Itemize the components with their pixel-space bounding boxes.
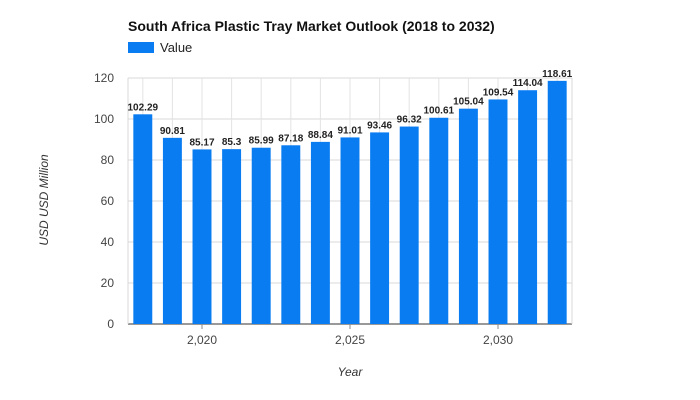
bar[interactable] (281, 145, 301, 324)
data-label: 90.81 (160, 126, 185, 137)
bar[interactable] (547, 80, 567, 324)
x-tick-label: 2,030 (483, 333, 513, 347)
data-label: 105.04 (453, 97, 484, 108)
data-label: 93.46 (367, 120, 392, 131)
bar[interactable] (133, 114, 153, 324)
data-label: 88.84 (308, 130, 333, 141)
y-axis: 0 20 40 60 80 100 120 (94, 71, 114, 331)
x-tick-label: 2,020 (187, 333, 217, 347)
data-label: 85.17 (189, 137, 214, 148)
bar[interactable] (488, 99, 508, 325)
bar[interactable] (458, 108, 478, 324)
y-tick-label: 20 (101, 276, 115, 290)
data-label: 96.32 (397, 115, 422, 126)
legend-label-value: Value (160, 40, 192, 55)
data-label: 102.29 (128, 102, 159, 113)
y-tick-label: 60 (101, 194, 115, 208)
bar[interactable] (310, 141, 330, 324)
bar[interactable] (340, 137, 360, 324)
data-label: 109.54 (483, 87, 514, 98)
legend-swatch-value (128, 42, 154, 53)
bar[interactable] (370, 132, 390, 324)
y-tick-label: 80 (101, 153, 115, 167)
x-axis-title: Year (338, 365, 364, 379)
data-label: 87.18 (278, 133, 303, 144)
data-label: 91.01 (337, 125, 362, 136)
bar[interactable] (162, 137, 182, 324)
bars (133, 80, 567, 325)
x-tick-label: 2,025 (335, 333, 365, 347)
bar[interactable] (399, 126, 419, 324)
data-label: 118.61 (542, 69, 572, 80)
bar[interactable] (429, 117, 449, 324)
data-label: 85.99 (249, 136, 274, 147)
y-tick-label: 0 (107, 317, 114, 331)
y-axis-title: USD USD Million (37, 154, 51, 246)
data-label: 114.04 (513, 78, 543, 89)
bar[interactable] (192, 149, 212, 324)
bar[interactable] (222, 149, 242, 324)
chart-title: South Africa Plastic Tray Market Outlook… (128, 18, 495, 34)
data-label: 100.61 (424, 106, 455, 117)
data-labels: 102.29 90.81 85.17 85.3 85.99 87.18 88.84 91.01… (128, 69, 573, 149)
y-tick-label: 40 (101, 235, 115, 249)
y-tick-label: 120 (94, 71, 114, 85)
bar[interactable] (518, 90, 538, 324)
legend: Value (128, 40, 192, 55)
bar[interactable] (251, 147, 271, 324)
data-label: 85.3 (222, 137, 242, 148)
y-tick-label: 100 (94, 112, 114, 126)
x-axis: 2,020 2,025 2,030 (187, 324, 513, 347)
